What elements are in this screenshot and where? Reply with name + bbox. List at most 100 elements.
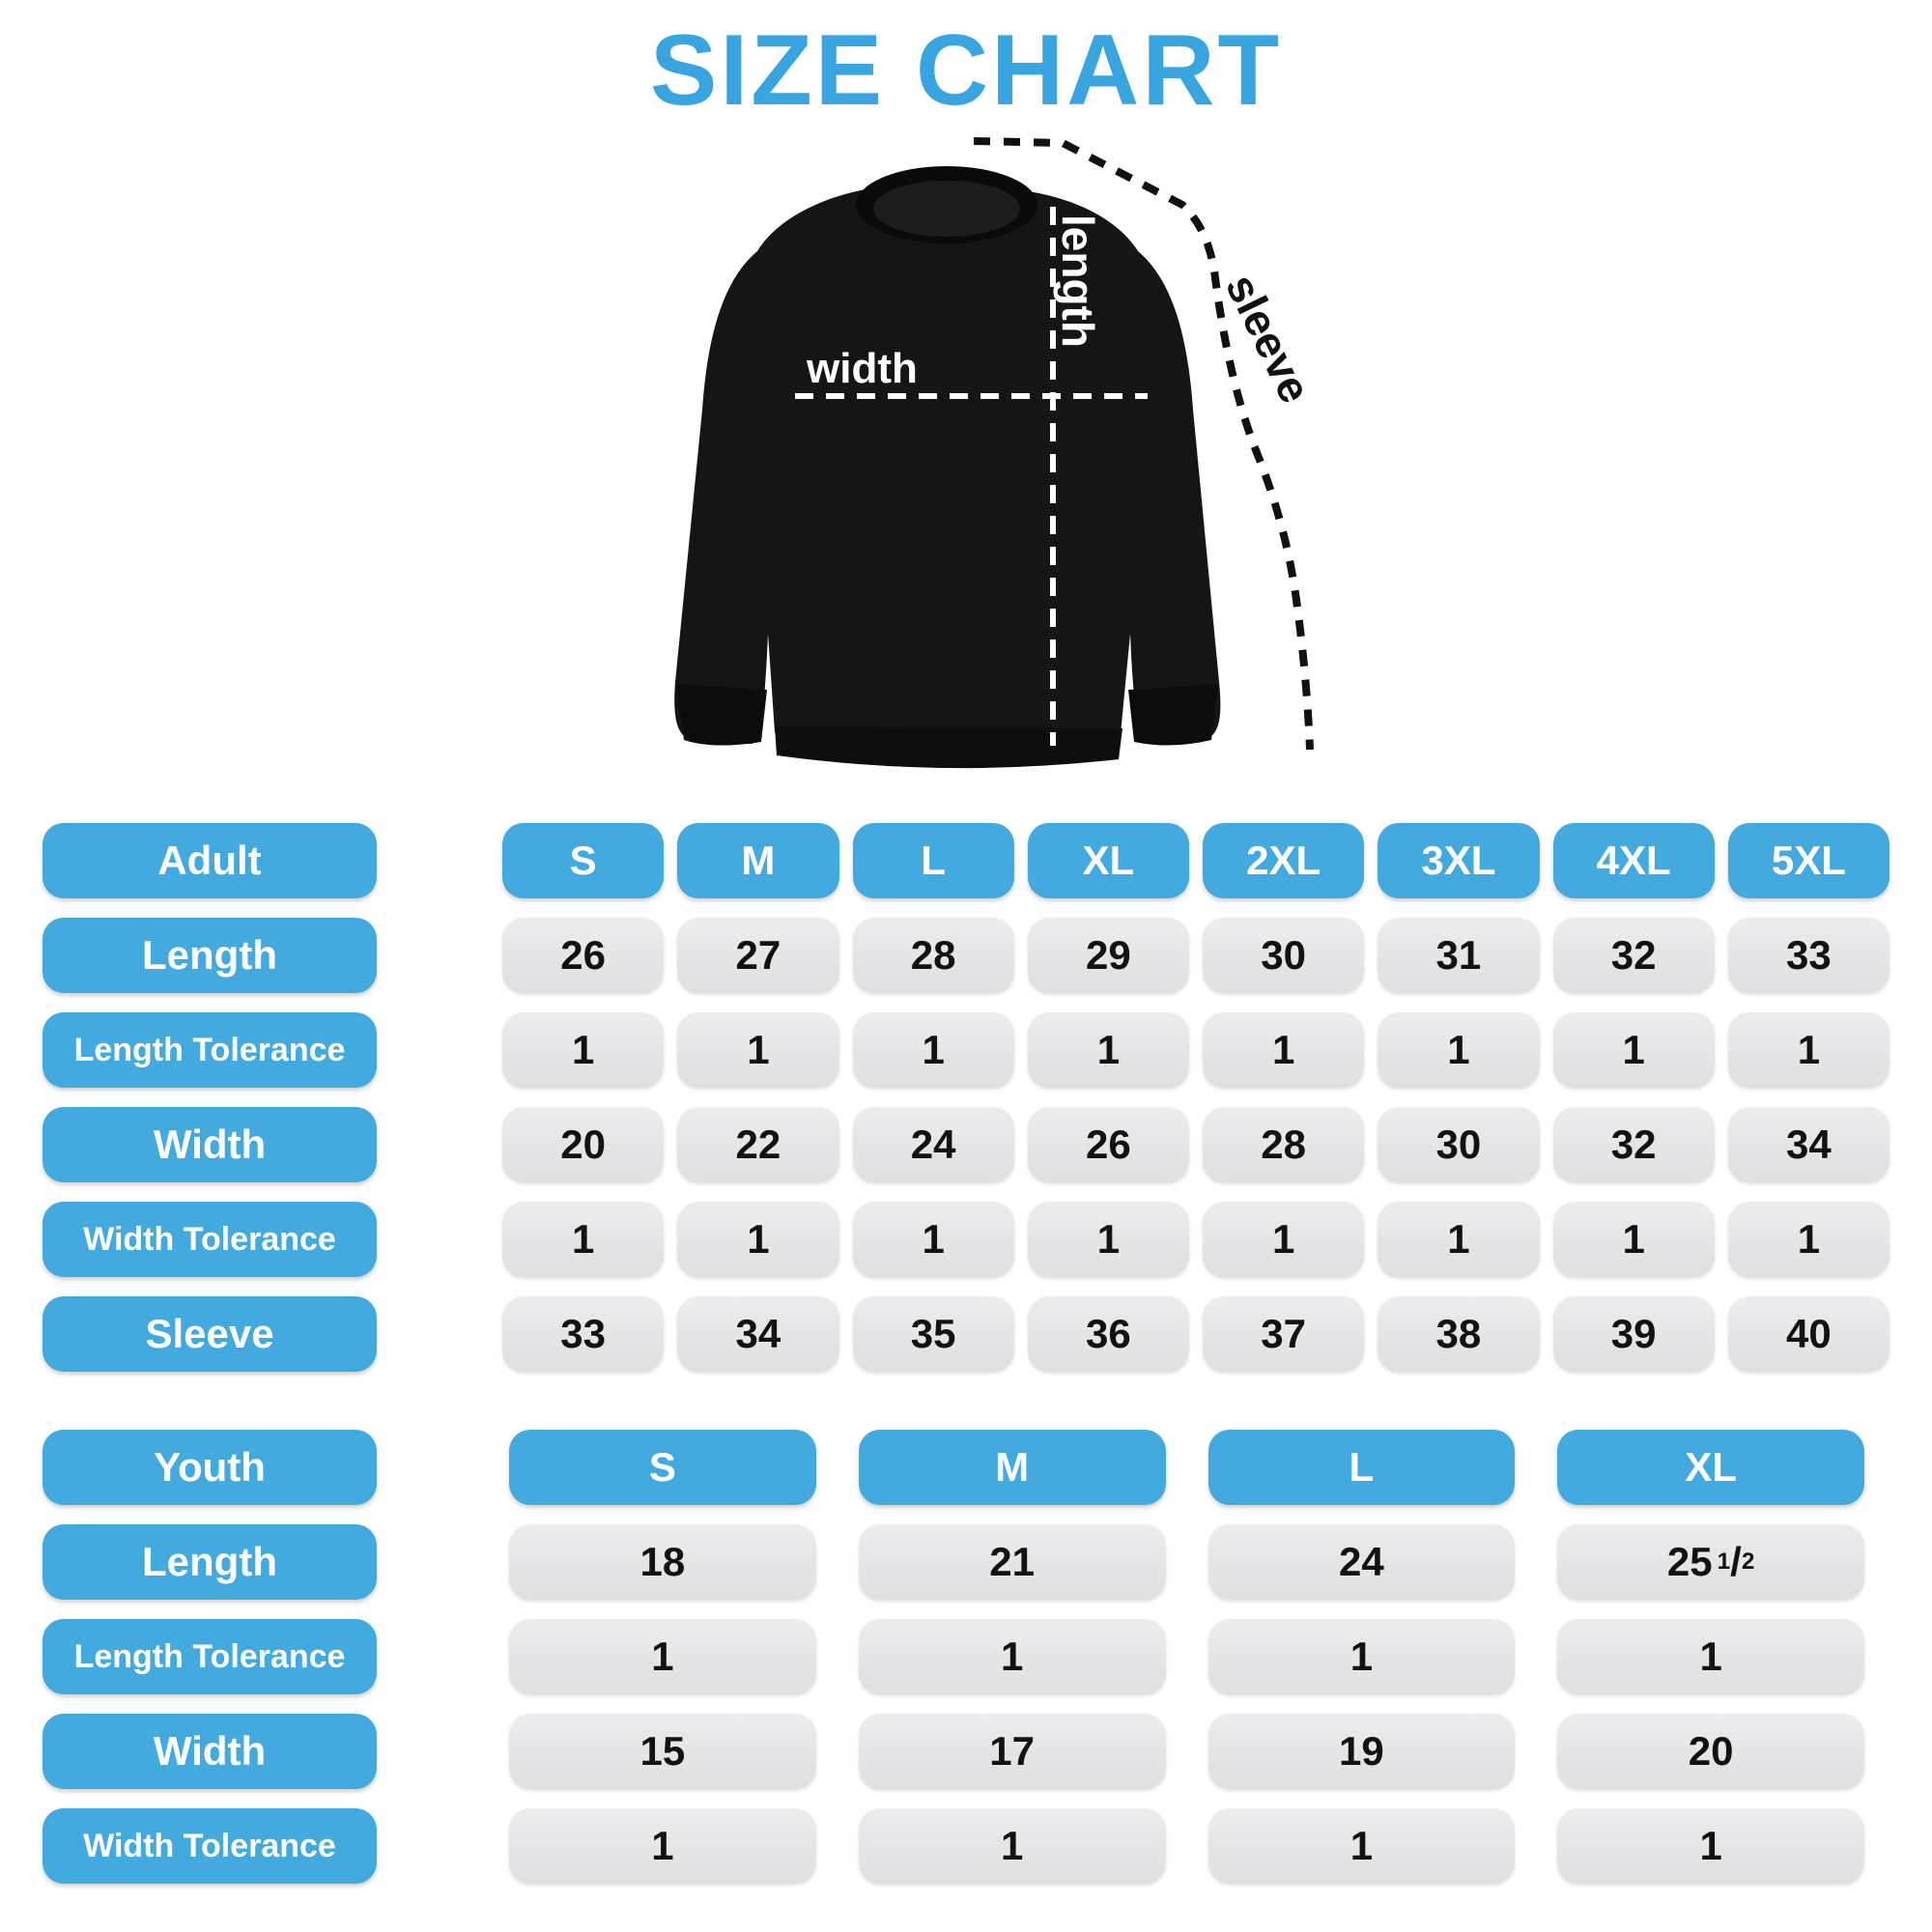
value-cell: 22 xyxy=(677,1107,839,1182)
row-label-pill: Width Tolerance xyxy=(43,1202,377,1277)
youth-row-width-tolerance: Width Tolerance 1 1 1 1 xyxy=(43,1808,1889,1884)
youth-header-row: Youth S M L XL xyxy=(43,1430,1889,1505)
width-label: width xyxy=(806,345,918,392)
collar-opening xyxy=(873,181,1020,237)
adult-header-row: Adult S M L XL 2XL 3XL 4XL 5XL xyxy=(43,823,1889,898)
value-cell: 20 xyxy=(1557,1714,1864,1789)
value-cell: 1 xyxy=(1557,1808,1864,1884)
value-cell: 28 xyxy=(1203,1107,1365,1182)
value-cell: 1 xyxy=(1203,1202,1365,1277)
value-cell: 34 xyxy=(1727,1107,1889,1182)
size-pill-5xl: 5XL xyxy=(1727,823,1889,898)
value-cell: 18 xyxy=(509,1524,816,1600)
value-cell: 26 xyxy=(1027,1107,1189,1182)
value-cell: 17 xyxy=(858,1714,1166,1789)
value-cell: 21 xyxy=(858,1524,1166,1600)
size-pill-s: S xyxy=(509,1430,816,1505)
value-cell: 29 xyxy=(1027,918,1189,993)
value-cell: 1 xyxy=(1378,1202,1540,1277)
value-cell: 1 xyxy=(1552,1202,1715,1277)
hem-band xyxy=(775,726,1122,769)
value-cell: 1 xyxy=(509,1619,816,1694)
value-cell: 33 xyxy=(502,1296,665,1372)
value-cell: 1 xyxy=(502,1202,665,1277)
value-cell: 1 xyxy=(1727,1012,1889,1088)
youth-size-table: Youth S M L XL Length 18 21 24 25 1/2 Length Tolera… xyxy=(43,1430,1889,1903)
adult-row-width-tolerance: Width Tolerance 1 1 1 1 1 1 1 1 xyxy=(43,1202,1889,1277)
value-cell: 24 xyxy=(852,1107,1014,1182)
value-cell: 34 xyxy=(677,1296,839,1372)
value-cell: 1 xyxy=(509,1808,816,1884)
value-cell: 1 xyxy=(1378,1012,1540,1088)
value-cell: 25 1/2 xyxy=(1557,1524,1864,1600)
row-label-pill: Sleeve xyxy=(43,1296,377,1372)
value-cell: 1 xyxy=(1027,1012,1189,1088)
value-cell: 1 xyxy=(1027,1202,1189,1277)
value-cell: 1 xyxy=(677,1012,839,1088)
left-cuff xyxy=(676,684,767,746)
value-cell: 1 xyxy=(1727,1202,1889,1277)
youth-row-width: Width 15 17 19 20 xyxy=(43,1714,1889,1789)
row-label-pill: Length Tolerance xyxy=(43,1012,377,1088)
value-cell: 19 xyxy=(1208,1714,1516,1789)
row-label-pill: Width xyxy=(43,1714,377,1789)
size-pill-l: L xyxy=(852,823,1014,898)
adult-row-sleeve: Sleeve 33 34 35 36 37 38 39 40 xyxy=(43,1296,1889,1372)
value-cell: 20 xyxy=(502,1107,665,1182)
value-cell: 37 xyxy=(1203,1296,1365,1372)
adult-row-width: Width 20 22 24 26 28 30 32 34 xyxy=(43,1107,1889,1182)
value-cell: 1 xyxy=(858,1619,1166,1694)
size-pill-m: M xyxy=(858,1430,1166,1505)
size-pill-2xl: 2XL xyxy=(1203,823,1365,898)
value-cell: 1 xyxy=(852,1202,1014,1277)
adult-size-table: Adult S M L XL 2XL 3XL 4XL 5XL Length 26 27 28 29 30 31… xyxy=(43,823,1889,1391)
value-cell: 31 xyxy=(1378,918,1540,993)
sweatshirt-body xyxy=(674,178,1221,762)
size-pill-4xl: 4XL xyxy=(1552,823,1715,898)
row-label-pill: Length xyxy=(43,918,377,993)
size-pill-l: L xyxy=(1208,1430,1516,1505)
size-pill-xl: XL xyxy=(1027,823,1189,898)
value-cell: 38 xyxy=(1378,1296,1540,1372)
value-cell: 24 xyxy=(1208,1524,1516,1600)
value-cell: 30 xyxy=(1378,1107,1540,1182)
youth-row-length-tolerance: Length Tolerance 1 1 1 1 xyxy=(43,1619,1889,1694)
sweatshirt-measurement-diagram: length width sleeve xyxy=(522,112,1372,815)
value-cell: 1 xyxy=(1208,1619,1516,1694)
value-cell: 35 xyxy=(852,1296,1014,1372)
adult-row-length: Length 26 27 28 29 30 31 32 33 xyxy=(43,918,1889,993)
value-cell: 1 xyxy=(1552,1012,1715,1088)
adult-header-pill: Adult xyxy=(43,823,377,898)
right-cuff xyxy=(1128,684,1218,746)
row-label-pill: Length Tolerance xyxy=(43,1619,377,1694)
value-cell: 1 xyxy=(502,1012,665,1088)
size-pill-s: S xyxy=(502,823,665,898)
value-cell: 39 xyxy=(1552,1296,1715,1372)
size-pill-xl: XL xyxy=(1557,1430,1864,1505)
youth-row-length: Length 18 21 24 25 1/2 xyxy=(43,1524,1889,1600)
value-cell: 40 xyxy=(1727,1296,1889,1372)
size-pill-3xl: 3XL xyxy=(1378,823,1540,898)
row-label-pill: Width Tolerance xyxy=(43,1808,377,1884)
value-cell: 28 xyxy=(852,918,1014,993)
value-cell: 30 xyxy=(1203,918,1365,993)
value-cell: 1 xyxy=(858,1808,1166,1884)
value-cell: 1 xyxy=(677,1202,839,1277)
size-pill-m: M xyxy=(677,823,839,898)
youth-header-pill: Youth xyxy=(43,1430,377,1505)
sleeve-label: sleeve xyxy=(1216,267,1321,411)
sleeve-measure-line xyxy=(973,137,1314,751)
value-cell: 1 xyxy=(1203,1012,1365,1088)
value-cell: 1 xyxy=(1557,1619,1864,1694)
value-cell: 27 xyxy=(677,918,839,993)
row-label-pill: Length xyxy=(43,1524,377,1600)
length-label: length xyxy=(1053,214,1103,348)
value-cell: 1 xyxy=(1208,1808,1516,1884)
adult-row-length-tolerance: Length Tolerance 1 1 1 1 1 1 1 1 xyxy=(43,1012,1889,1088)
value-cell: 15 xyxy=(509,1714,816,1789)
value-cell: 32 xyxy=(1552,918,1715,993)
value-cell: 36 xyxy=(1027,1296,1189,1372)
value-cell: 32 xyxy=(1552,1107,1715,1182)
value-cell: 26 xyxy=(502,918,665,993)
